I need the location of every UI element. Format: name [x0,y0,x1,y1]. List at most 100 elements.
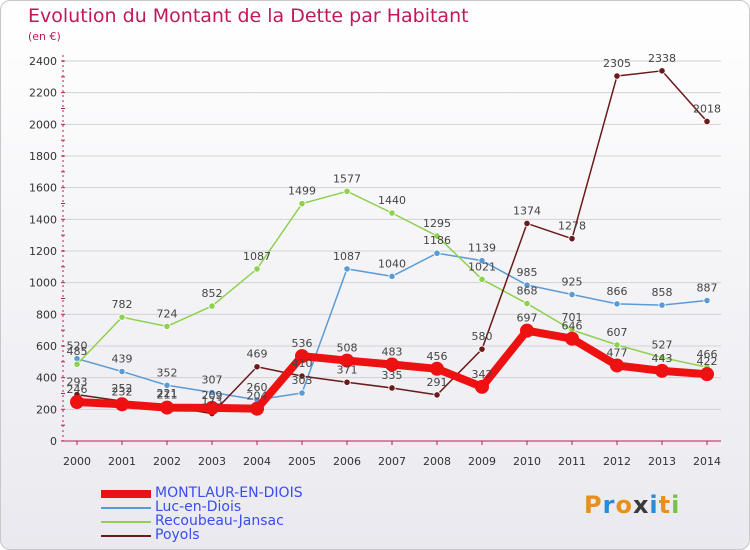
data-point [253,363,261,371]
data-label: 303 [292,374,313,387]
data-label: 1440 [378,194,406,207]
x-tick-label: 2001 [108,455,136,468]
x-tick-label: 2003 [198,455,226,468]
data-label: 293 [67,376,88,389]
data-label: 866 [607,285,628,298]
data-point [433,232,441,240]
data-point [118,367,126,376]
data-label: 410 [292,357,313,370]
data-label: 209 [202,389,223,402]
x-tick-label: 2004 [243,455,271,468]
data-label: 211 [157,389,178,402]
data-point [430,361,444,376]
data-label: 204 [247,390,268,403]
data-label: 580 [472,330,493,343]
data-point [388,384,396,392]
legend-swatch [101,521,151,523]
data-label: 485 [67,345,88,358]
x-tick-label: 2002 [153,455,181,468]
data-label: 1186 [423,234,451,247]
data-label: 852 [202,287,223,300]
data-point [343,265,351,273]
legend-label: Luc-en-Diois [155,499,242,515]
data-label: 483 [382,346,403,359]
data-point [610,358,624,373]
data-label: 1040 [378,257,406,270]
data-point [160,400,174,415]
data-point [205,400,219,415]
x-tick-label: 2005 [288,455,316,468]
legend-label: MONTLAUR-EN-DIOIS [155,485,303,501]
data-label: 1499 [288,185,316,198]
data-point [478,257,486,265]
data-point [343,187,351,195]
x-tick-label: 2006 [333,455,361,468]
data-point [298,200,306,208]
data-label: 477 [607,346,628,359]
y-tick-label: 0 [50,435,57,448]
data-label: 520 [67,340,88,353]
data-label: 925 [562,276,583,289]
data-label: 371 [337,363,358,376]
legend-swatch [101,535,151,537]
y-tick-label: 800 [36,308,57,321]
chart-title: Evolution du Montant de la Dette par Hab… [28,5,469,27]
data-label: 352 [157,366,178,379]
x-tick-label: 2012 [603,455,631,468]
data-label: 1278 [558,220,586,233]
data-label: 232 [112,385,133,398]
data-point [523,219,531,228]
data-point [208,388,216,396]
x-tick-label: 2013 [648,455,676,468]
x-tick-label: 2014 [693,455,721,468]
data-point [388,272,396,280]
data-label: 252 [112,382,133,395]
data-label: 1139 [468,242,496,255]
data-point [613,300,621,308]
data-point [298,372,306,380]
data-label: 335 [382,369,403,382]
x-tick-label: 2011 [558,455,586,468]
data-label: 701 [562,311,583,324]
data-label: 1295 [423,217,451,230]
data-point [568,290,576,299]
data-label: 439 [112,352,133,365]
data-label: 469 [247,348,268,361]
data-label: 985 [517,266,538,279]
data-label: 2338 [648,52,676,65]
data-point [478,275,486,283]
data-label: 1374 [513,204,541,217]
chart-unit: (en €) [28,30,61,43]
data-point [295,349,309,364]
data-point [433,249,441,257]
proxiti-logo: Proxiti [584,491,681,519]
data-point [523,281,531,289]
data-point [163,322,171,330]
y-tick-label: 2400 [29,55,57,68]
y-tick-label: 200 [36,403,57,416]
data-point [475,379,489,394]
data-label: 1087 [243,250,271,263]
data-point [118,313,126,321]
data-point [703,296,711,305]
data-label: 697 [517,312,538,325]
data-point [343,378,351,386]
data-label: 342 [472,368,493,381]
data-label: 646 [562,320,583,333]
data-label: 1087 [333,250,361,263]
data-label: 724 [157,307,178,320]
data-label: 887 [697,282,718,295]
data-point [163,381,171,389]
y-tick-label: 1400 [29,213,57,226]
data-point [115,397,129,412]
data-point [70,395,84,410]
x-tick-label: 2010 [513,455,541,468]
data-point [298,389,306,397]
y-tick-label: 1000 [29,277,57,290]
data-point [613,72,621,80]
y-tick-label: 1800 [29,150,57,163]
data-label: 422 [697,355,718,368]
y-tick-label: 400 [36,372,57,385]
